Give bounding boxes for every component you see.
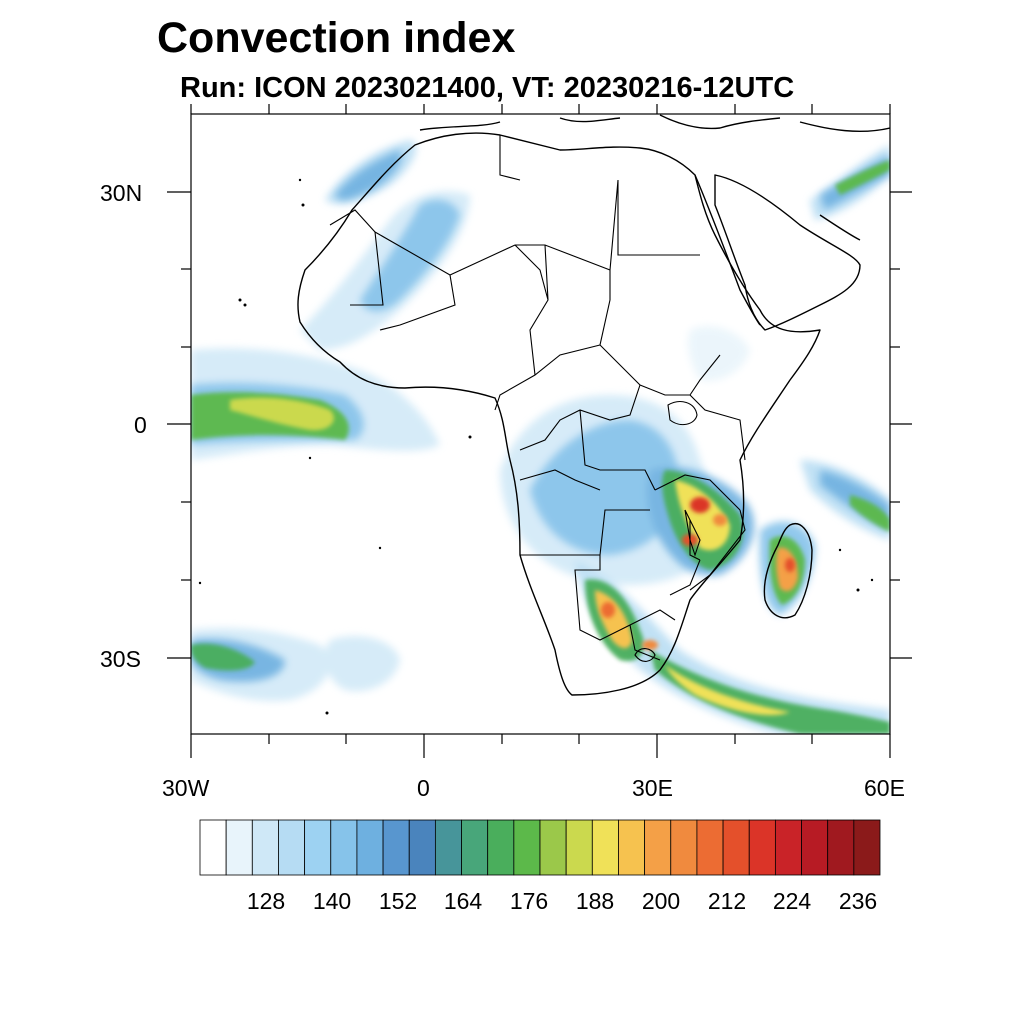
- madagascar-coastline: [763, 523, 813, 619]
- lat-label-30n: 30N: [100, 180, 143, 206]
- field-horn-light: [688, 326, 750, 381]
- lon-label-30e: 30E: [632, 775, 673, 801]
- field-arabian-green: [835, 160, 890, 195]
- colorbar-label: 236: [838, 888, 878, 914]
- lat-label-30s: 30S: [100, 646, 141, 672]
- field-sahara-band-mid: [360, 199, 460, 312]
- red-sea-coastline: [694, 174, 761, 326]
- gulf-coastline: [819, 214, 861, 241]
- map-title: Convection index: [157, 14, 516, 62]
- field-congo-mid: [530, 420, 680, 555]
- lon-label-0: 0: [417, 775, 430, 801]
- colorbar-label: 212: [707, 888, 747, 914]
- colorbar-label: 128: [246, 888, 286, 914]
- map-subtitle: Run: ICON 2023021400, VT: 20230216-12UTC: [180, 72, 795, 104]
- field-sw-band-green: [650, 650, 890, 734]
- lat-label-0: 0: [134, 412, 147, 438]
- country-borders: [329, 135, 746, 662]
- colorbar-label: 152: [378, 888, 418, 914]
- field-hotspot-5: [642, 640, 658, 650]
- arabia-coastline: [714, 174, 861, 331]
- lesotho: [634, 648, 656, 662]
- field-morocco-mid: [335, 150, 402, 200]
- lake-malawi: [684, 509, 701, 557]
- field-south-atlantic-2-light: [325, 636, 400, 692]
- field-indian-east-green: [850, 495, 890, 532]
- colorbar-label: 140: [312, 888, 352, 914]
- colorbar-label: 188: [575, 888, 615, 914]
- europe-coastline: [419, 114, 890, 133]
- field-sw-band-yellow: [665, 665, 790, 716]
- field-south-atlantic-green: [191, 643, 255, 671]
- lake-victoria: [667, 401, 698, 426]
- coastline: [297, 114, 890, 696]
- islands: [198, 178, 874, 715]
- colorbar-label: 164: [443, 888, 483, 914]
- field-mozambique-yellow: [675, 480, 730, 551]
- border-sahara: [329, 135, 746, 661]
- africa-coastline: [297, 132, 821, 696]
- field-hotspot-6: [785, 558, 795, 572]
- field-hotspot-4: [601, 602, 615, 618]
- axis-ticks: [167, 104, 912, 758]
- lon-label-30w: 30W: [162, 775, 210, 801]
- field-atlantic-itcz-yellow: [230, 397, 334, 431]
- colorbar-label: 176: [509, 888, 549, 914]
- colorbar-label: 200: [641, 888, 681, 914]
- field-hotspot-3: [713, 514, 727, 526]
- colorbar-label: 224: [772, 888, 812, 914]
- lon-label-60e: 60E: [864, 775, 905, 801]
- field-hotspot-1: [690, 497, 710, 513]
